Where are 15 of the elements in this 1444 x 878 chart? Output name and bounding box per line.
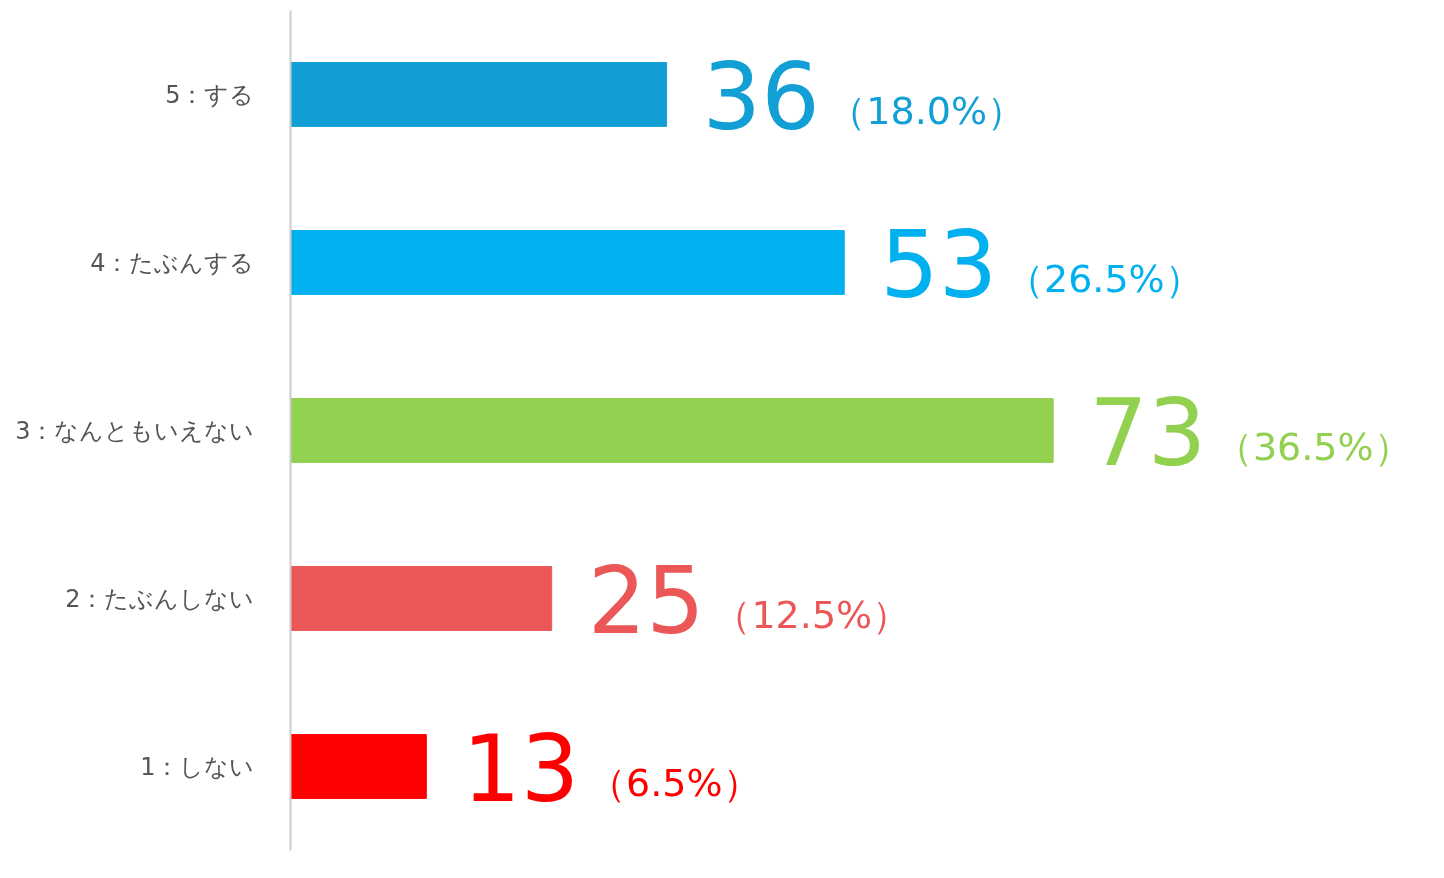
data-label: 25（12.5%） xyxy=(587,547,911,655)
y-tick-label: 5：する xyxy=(165,80,255,109)
bar xyxy=(290,398,1054,463)
data-label: 53（26.5%） xyxy=(880,211,1203,319)
y-tick-label: 1：しない xyxy=(140,752,255,781)
bar xyxy=(290,62,668,127)
data-label: 36（18.0%） xyxy=(702,43,1026,151)
bar xyxy=(290,734,427,799)
data-label: 73（36.5%） xyxy=(1089,379,1412,487)
bar xyxy=(290,566,553,631)
y-tick-label: 3：なんともいえない xyxy=(15,416,255,445)
data-label: 13（6.5%） xyxy=(462,715,761,823)
bar xyxy=(290,230,845,295)
y-tick-label: 2：たぶんしない xyxy=(65,584,255,613)
y-tick-label: 4：たぶんする xyxy=(90,248,255,277)
